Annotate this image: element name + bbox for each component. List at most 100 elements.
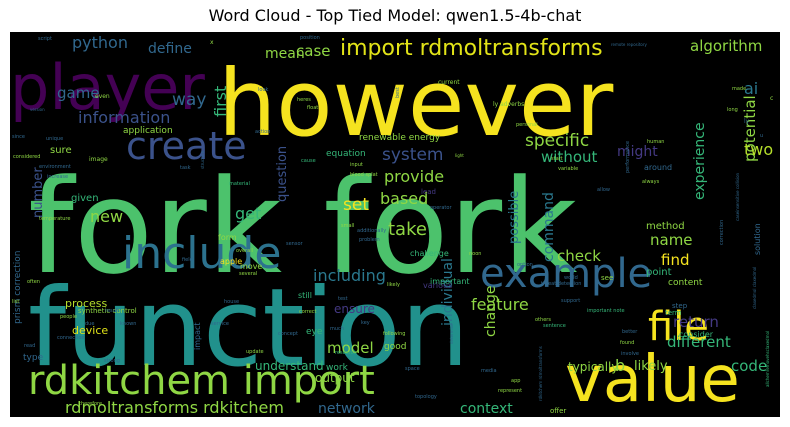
- word-b: b: [615, 356, 625, 375]
- word-best: best: [395, 87, 401, 98]
- word-point: point: [646, 267, 672, 278]
- word-better: better: [622, 329, 638, 335]
- word-change: change: [483, 285, 499, 337]
- word-name: name: [650, 231, 693, 249]
- word-offer: offer: [550, 407, 566, 415]
- word-allchemremovehsclaxedmol: allchemremovehsclaxedmol: [765, 331, 770, 387]
- word-various: various: [423, 281, 452, 290]
- word-rdkitchem-rdmoltransforms: rdkitchem rdmoltransforms: [538, 346, 543, 401]
- word-model: model: [327, 339, 374, 357]
- word-way: way: [172, 90, 206, 110]
- word-around: around: [644, 163, 672, 172]
- word-ai: ai: [744, 79, 758, 98]
- word-information: information: [78, 108, 170, 127]
- word-material: material: [229, 181, 250, 187]
- word-involve: involve: [621, 351, 639, 357]
- word-update: update: [246, 349, 264, 355]
- word-much: much: [330, 326, 344, 332]
- word-method: method: [646, 221, 685, 232]
- word-given: given: [71, 193, 99, 204]
- word-variable: variable: [558, 166, 578, 172]
- word-however: however: [218, 50, 613, 157]
- word-option: option: [517, 262, 533, 268]
- word-get: get: [235, 204, 261, 223]
- word-made: made: [732, 86, 746, 92]
- word-define: define: [148, 41, 192, 57]
- word-context: context: [460, 401, 513, 417]
- word-output: output: [315, 371, 355, 385]
- word-human: human: [647, 139, 664, 145]
- word-support: support: [561, 298, 580, 304]
- word-device: device: [72, 324, 108, 337]
- word-even: even: [95, 93, 110, 100]
- word-float: float: [307, 105, 318, 111]
- word-equation: equation: [326, 149, 366, 159]
- word-fork-fork: fork fork: [28, 151, 577, 303]
- word-action: action: [255, 129, 270, 135]
- word-world: world: [564, 275, 578, 281]
- word-version: version: [30, 107, 45, 112]
- word-current: current: [438, 79, 460, 86]
- word-feature: feature: [471, 295, 529, 314]
- word-eye: eye: [306, 327, 323, 337]
- word-start: start: [551, 156, 563, 162]
- word-important-note: important note: [587, 308, 625, 314]
- word-research: research: [335, 350, 357, 356]
- word-understand: understand: [255, 359, 324, 373]
- word-look: look: [258, 87, 269, 93]
- word-temperature: temperature: [39, 216, 70, 222]
- word-blood-splat: blood splat: [350, 172, 378, 178]
- word-player: player: [10, 51, 205, 124]
- word-due: due: [85, 321, 94, 327]
- word-script: script: [38, 36, 52, 42]
- word-ly: ly: [744, 118, 750, 125]
- word-see: see: [601, 274, 613, 282]
- word-caseinsensitive-collision: caseinsensitive collision: [735, 172, 740, 221]
- word-rdmoltransforms-rdkitchem: rdmoltransforms rdkitchem: [65, 398, 284, 417]
- word-based: based: [380, 189, 428, 208]
- word-correction: correction: [719, 220, 725, 245]
- word-input: input: [350, 162, 363, 168]
- word-image: image: [89, 156, 108, 163]
- word-known: known: [120, 321, 136, 327]
- word-possible: possible: [507, 191, 522, 244]
- word-represent: represent: [498, 388, 522, 394]
- word-house: house: [224, 299, 239, 305]
- word-small: small: [341, 223, 354, 229]
- word-cause: cause: [301, 158, 316, 164]
- word-file: file: [648, 304, 709, 350]
- word-sensor: sensor: [286, 241, 304, 247]
- word-additionally: additionally: [357, 228, 386, 234]
- word-people: people: [60, 314, 77, 320]
- word-without: without: [541, 148, 598, 166]
- word-apple: apple: [220, 257, 242, 266]
- word-personal: personal: [516, 122, 538, 128]
- word-connection: connection: [57, 335, 85, 341]
- word-renewable-energy: renewable energy: [359, 133, 441, 143]
- word-prism-correction: prism correction: [13, 251, 23, 324]
- word-new: new: [90, 207, 123, 226]
- word-impact: impact: [193, 322, 202, 350]
- word-determine: determine: [449, 323, 454, 344]
- word-noon: noon: [469, 251, 481, 257]
- word-unique: unique: [46, 136, 63, 142]
- word-u: u: [760, 133, 763, 139]
- word-always: always: [642, 179, 660, 185]
- word-likely: likely: [634, 359, 668, 374]
- word-therefore: therefore: [79, 401, 102, 407]
- word-environment: environment: [39, 164, 71, 170]
- word-network: network: [318, 401, 376, 417]
- word-challenge: challenge: [410, 249, 449, 258]
- word-include: include: [122, 228, 281, 279]
- word-topology: topology: [415, 394, 437, 400]
- word-potential: potential: [741, 95, 759, 162]
- word-others: others: [535, 317, 551, 323]
- word-lead: lead: [421, 188, 436, 196]
- word-example: example: [480, 251, 652, 297]
- word-service: service: [211, 321, 229, 327]
- word-long: long: [727, 107, 738, 113]
- word-problem: problem: [359, 237, 380, 243]
- word-threat-detection: threat detection: [541, 281, 581, 287]
- word-found: found: [620, 340, 634, 346]
